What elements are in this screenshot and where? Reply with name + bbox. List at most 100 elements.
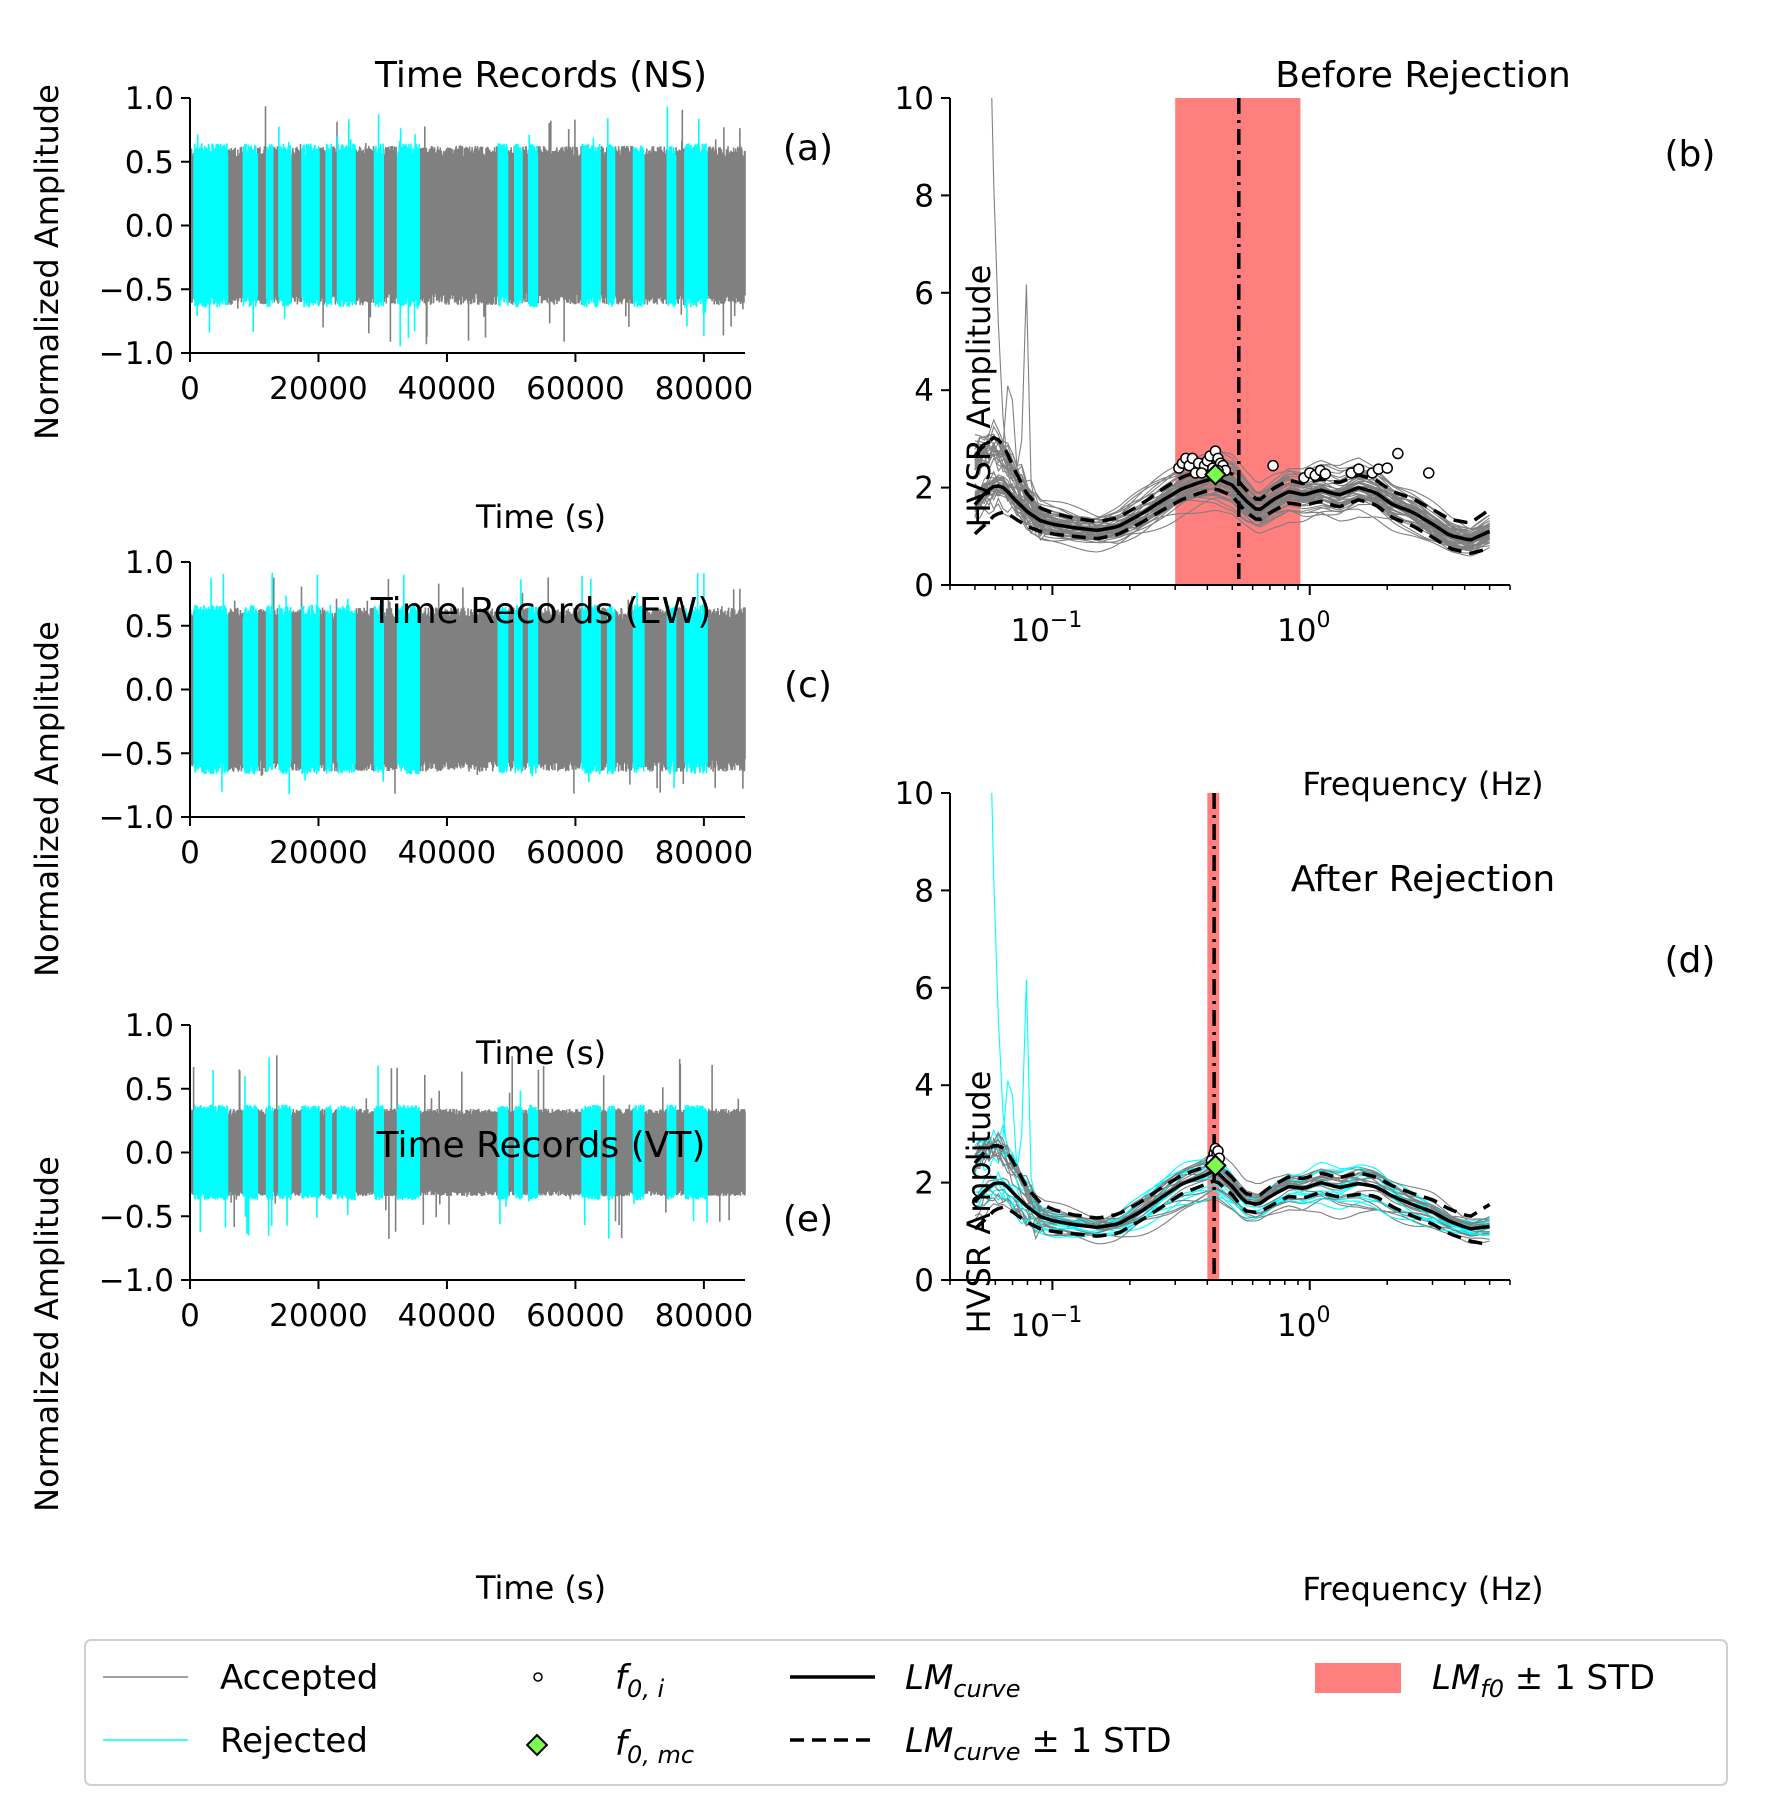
panel-d-ytick-label: 10 — [895, 776, 934, 812]
panel-d-lm-curve — [973, 1169, 1490, 1231]
panel-a-title: Time Records (NS) — [374, 55, 707, 96]
panel-a-xtick-label: 0 — [180, 371, 200, 407]
panel-a-label: (a) — [783, 128, 833, 169]
panel-b-before-rejection: 10 8 6 4 2 0 10−1 100 Before Rejection (b) Freq… — [895, 55, 1716, 803]
panel-b-window-curve — [974, 452, 1490, 537]
panel-d-title: After Rejection — [1291, 859, 1555, 900]
panel-b-label: (b) — [1665, 134, 1716, 175]
legend-band-main: LM — [1432, 1658, 1480, 1698]
panel-d-window-curve — [974, 1183, 1490, 1245]
legend-band-suffix: ± 1 STD — [1504, 1658, 1655, 1698]
panel-e-xtick-label: 40000 — [398, 1298, 497, 1334]
panel-e-ylabel: Normalized Amplitude — [28, 1156, 66, 1512]
panel-d-xtick-label: 100 — [1277, 1303, 1330, 1344]
panel-b-title: Before Rejection — [1275, 55, 1571, 96]
panel-a-xlabel: Time (s) — [475, 498, 606, 536]
panel-b-f0i-point — [1381, 462, 1393, 474]
panel-d-window-curve — [974, 1183, 1490, 1238]
panel-a-ytick-label: −1.0 — [99, 336, 174, 372]
panel-d-xtick-label: 10−1 — [1010, 1303, 1082, 1344]
legend-f0mc-marker — [525, 1733, 549, 1757]
legend-lmstd-suffix: ± 1 STD — [1021, 1721, 1172, 1761]
panel-d-traces — [973, 793, 1491, 1280]
panel-b-xtick-label: 10−1 — [1010, 608, 1082, 649]
panel-b-ytick-label: 8 — [914, 178, 934, 214]
panel-b-window-curve — [974, 491, 1490, 549]
panel-e-ytick-label: 0.0 — [125, 1136, 174, 1172]
panel-a-xtick-label: 80000 — [655, 371, 754, 407]
panel-b-f0i-point — [1195, 467, 1208, 479]
legend-band-label: LMf0 ± 1 STD — [1432, 1658, 1655, 1703]
panel-c-xtick-label: 60000 — [526, 835, 625, 871]
legend-f0i-marker — [533, 1672, 543, 1682]
panel-d-window-curve — [974, 1196, 1490, 1241]
panel-e-title: Time Records (VT) — [376, 1125, 706, 1166]
panel-e-xtick-label: 80000 — [655, 1298, 754, 1334]
legend-lmstd-label: LMcurve ± 1 STD — [905, 1721, 1172, 1766]
panel-b-window-curve — [974, 425, 1490, 531]
panel-a-axes: 1.0 0.5 0.0 −0.5 −1.00 20000 40000 60000 80000 — [99, 81, 753, 407]
panel-e-ytick-label: −1.0 — [99, 1263, 174, 1299]
legend-f0i-sub: 0, i — [627, 1675, 665, 1703]
panel-d-plot-area — [973, 793, 1491, 1280]
panel-d-ytick-label: 2 — [914, 1166, 934, 1202]
legend-lmstd-sub: curve — [953, 1738, 1020, 1766]
legend-rejected-label: Rejected — [220, 1721, 368, 1761]
panel-c-xtick-label: 80000 — [655, 835, 754, 871]
panel-b-ytick-label: 10 — [895, 81, 934, 117]
legend-lmstd-main: LM — [905, 1721, 953, 1761]
panel-b-f0i-point — [1352, 463, 1365, 475]
panel-c-xtick-label: 40000 — [398, 835, 497, 871]
panel-c-ytick-label: −0.5 — [99, 736, 174, 772]
panel-b-f0i-point — [1267, 459, 1279, 472]
panel-d-ytick-label: 8 — [914, 873, 934, 909]
panel-e-rejected-trace — [193, 1057, 708, 1239]
panel-b-ytick-label: 6 — [914, 276, 934, 312]
panel-a-xtick-label: 60000 — [526, 371, 625, 407]
panel-e-ytick-label: −0.5 — [99, 1199, 174, 1235]
panel-e-ytick-label: 0.5 — [125, 1072, 174, 1108]
panel-b-traces — [973, 98, 1491, 585]
panel-b-f0i-point — [1422, 467, 1435, 479]
legend-lm-main: LM — [905, 1658, 953, 1698]
panel-d-lm-upper — [973, 1143, 1491, 1220]
legend-f0mc-label: f0, mc — [615, 1724, 694, 1769]
panel-a-ytick-label: 1.0 — [125, 81, 174, 117]
panel-c-xtick-label: 0 — [180, 835, 200, 871]
panel-b-window-curve — [974, 486, 1490, 545]
panel-b-f0i-point — [1319, 468, 1332, 480]
panel-a-xtick-label: 40000 — [398, 371, 497, 407]
panel-c-label: (c) — [784, 665, 832, 706]
panel-b-ytick-label: 2 — [914, 471, 934, 507]
panel-d-after-rejection: 10 8 6 4 2 0 10−1 100 After Rejection (d) Frequ… — [895, 776, 1716, 1608]
panel-b-window-curve — [974, 418, 1490, 536]
panel-c-rejected-trace — [193, 572, 708, 794]
panel-a-ytick-label: −0.5 — [99, 272, 174, 308]
panel-d-ytick-label: 4 — [914, 1068, 934, 1104]
panel-a-traces — [189, 106, 746, 347]
panel-c-xlabel: Time (s) — [475, 1034, 606, 1072]
legend-f0mc-sub: 0, mc — [627, 1741, 694, 1769]
panel-c-axes: 1.0 0.5 0.0 −0.5 −1.00 20000 40000 60000 80000 — [99, 545, 753, 871]
panel-b-f0i-point — [1392, 447, 1404, 460]
panel-d-f0-band — [1207, 793, 1220, 1280]
panel-d-lm-lower — [973, 1179, 1490, 1247]
panel-e-xtick-label: 60000 — [526, 1298, 625, 1334]
panel-c-time-records-ew: 1.0 0.5 0.0 −0.5 −1.00 20000 40000 60000 80000 T… — [28, 545, 832, 1072]
legend-lm-sub: curve — [953, 1675, 1020, 1703]
panel-b-axes: 10 8 6 4 2 0 10−1 100 — [895, 81, 1511, 649]
panel-c-title: Time Records (EW) — [370, 591, 712, 632]
panel-b-xtick-label: 100 — [1277, 608, 1330, 649]
panel-c-xtick-label: 20000 — [269, 835, 368, 871]
panel-d-ylabel: HVSR Amplitude — [960, 1071, 998, 1334]
panel-a-xtick-label: 20000 — [269, 371, 368, 407]
panel-d-window-curve — [974, 1188, 1490, 1237]
panel-a-ytick-label: 0.0 — [125, 209, 174, 245]
panel-c-ytick-label: 0.0 — [125, 673, 174, 709]
panel-e-xlabel: Time (s) — [475, 1569, 606, 1607]
panel-d-xlabel: Frequency (Hz) — [1302, 1570, 1543, 1608]
panel-b-ylabel: HVSR Amplitude — [960, 265, 998, 528]
panel-d-f0mc-point — [1204, 1154, 1227, 1177]
panel-a-rejected-trace — [193, 106, 708, 347]
